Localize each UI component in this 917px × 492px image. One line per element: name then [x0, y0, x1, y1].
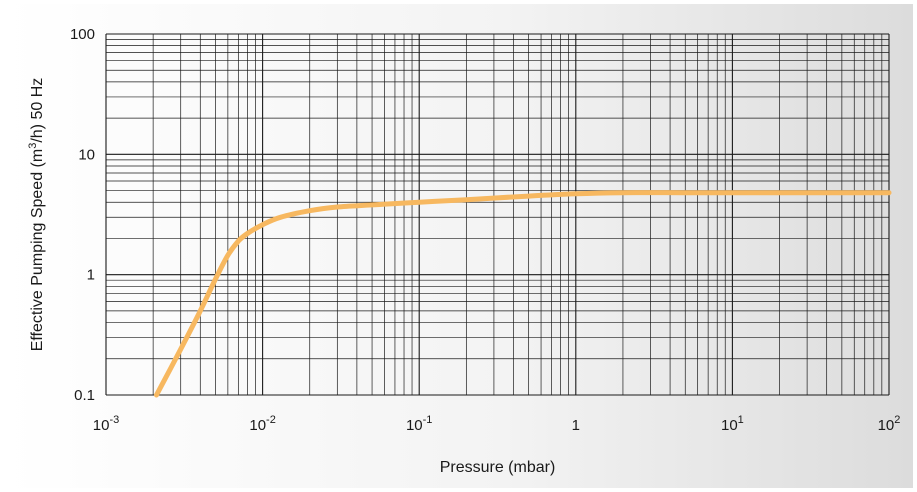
x-axis-label: Pressure (mbar) [440, 459, 556, 476]
chart-panel [6, 4, 913, 488]
pumping-speed-curve [154, 190, 892, 398]
x-tick-label: 101 [721, 414, 744, 434]
grid [105, 33, 890, 396]
y-tick-label: 100 [70, 26, 95, 43]
y-tick-label: 0.1 [74, 387, 95, 404]
x-tick-label: 10-2 [249, 414, 275, 434]
x-tick-label: 1 [572, 417, 580, 434]
x-tick-labels: 10-3 10-2 10-1 1 101 102 [93, 414, 901, 434]
y-tick-labels: 0.1 1 10 100 [70, 26, 95, 404]
x-tick-label: 102 [878, 414, 901, 434]
curve-layer [154, 190, 892, 398]
x-tick-label: 10-3 [93, 414, 119, 434]
y-tick-label: 10 [78, 146, 95, 163]
y-axis-label: Effective Pumping Speed (m3/h) 50 Hz [27, 78, 46, 352]
x-tick-label: 10-1 [406, 414, 432, 434]
y-tick-label: 1 [87, 267, 95, 284]
